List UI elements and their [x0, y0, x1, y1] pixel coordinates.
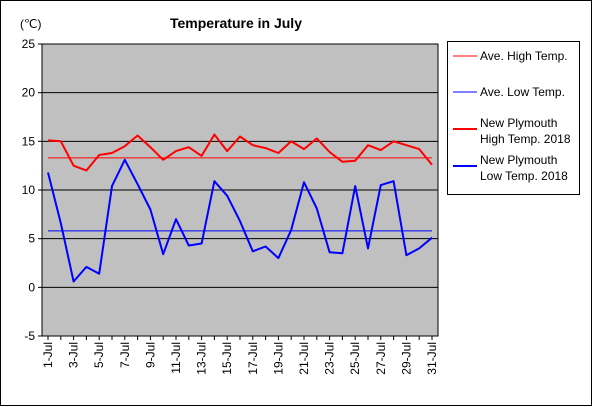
- x-tick-label: 11-Jul: [169, 342, 183, 374]
- x-tick-label: 21-Jul: [297, 342, 311, 375]
- y-axis-ticks: 25 20 15 10 5 0 -5: [22, 37, 42, 343]
- x-tick-label: 19-Jul: [271, 342, 285, 375]
- x-axis-ticks: 1-Jul 3-Jul 5-Jul 7-Jul 9-Jul 11-Jul 13-Jul 15-…: [41, 336, 439, 375]
- y-tick-label: 15: [22, 134, 36, 148]
- series-line-2: [47, 133, 433, 172]
- legend-label: High Temp. 2018: [480, 132, 571, 146]
- x-tick-label: 23-Jul: [323, 342, 337, 375]
- legend-label: New Plymouth: [480, 153, 557, 167]
- x-tick-label: 25-Jul: [348, 342, 362, 375]
- y-tick-label: 10: [22, 183, 36, 197]
- y-tick-label: 25: [22, 37, 36, 51]
- y-tick-label: 20: [22, 86, 36, 100]
- legend-label: Ave. High Temp.: [480, 49, 568, 63]
- series-lines: [47, 133, 433, 283]
- x-tick-label: 7-Jul: [118, 342, 132, 368]
- x-tick-label: 27-Jul: [374, 342, 388, 375]
- x-tick-label: 15-Jul: [220, 342, 234, 375]
- y-tick-label: -5: [24, 329, 35, 343]
- grid-lines: [42, 92, 438, 288]
- legend: Ave. High Temp. Ave. Low Temp. New Plymout…: [453, 49, 571, 183]
- x-tick-label: 17-Jul: [246, 342, 260, 375]
- x-tick-label: 29-Jul: [399, 342, 413, 375]
- x-tick-label: 9-Jul: [143, 342, 157, 368]
- x-tick-label: 1-Jul: [41, 342, 55, 368]
- unit-label: (℃): [20, 17, 41, 31]
- legend-label: Low Temp. 2018: [480, 169, 568, 183]
- series-line-3: [47, 158, 433, 283]
- legend-label: New Plymouth: [480, 116, 557, 130]
- y-tick-label: 0: [28, 280, 35, 294]
- y-tick-label: 5: [28, 232, 35, 246]
- x-tick-label: 5-Jul: [92, 342, 106, 368]
- legend-label: Ave. Low Temp.: [480, 85, 565, 99]
- x-tick-label: 13-Jul: [195, 342, 209, 375]
- x-tick-label: 3-Jul: [67, 342, 81, 368]
- chart-title: Temperature in July: [170, 15, 302, 31]
- x-tick-label: 31-Jul: [425, 342, 439, 375]
- legend-box: [447, 41, 580, 195]
